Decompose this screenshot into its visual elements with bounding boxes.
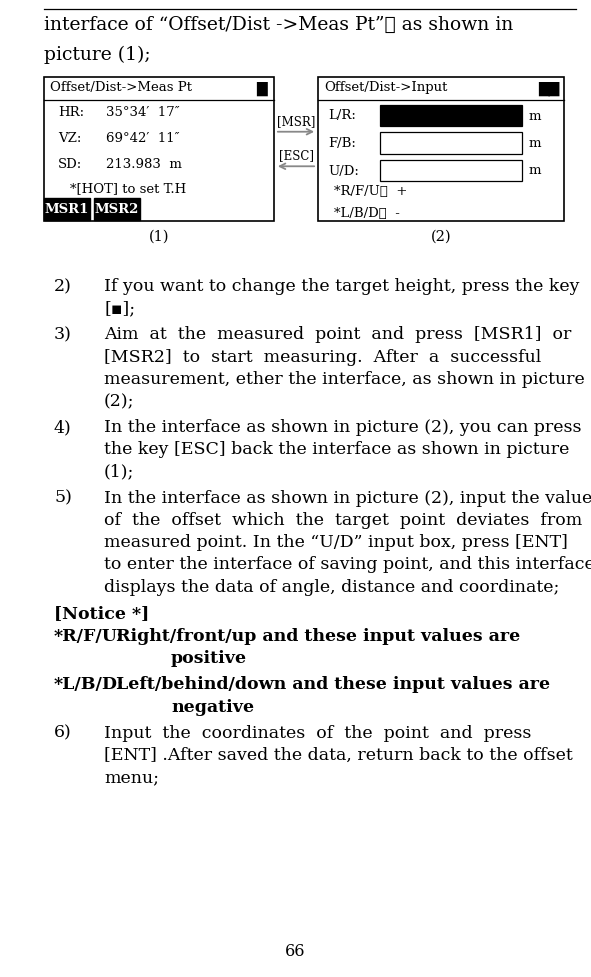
Text: VZ:: VZ:: [58, 132, 82, 145]
Text: █: █: [256, 82, 267, 96]
Bar: [380, 160, 522, 182]
Text: *R/F/U:: *R/F/U:: [54, 627, 124, 645]
Text: Aim  at  the  measured  point  and  press  [MSR1]  or: Aim at the measured point and press [MSR…: [104, 326, 571, 343]
Text: (2): (2): [431, 230, 452, 243]
Text: 5): 5): [54, 489, 72, 506]
Bar: [94, 198, 140, 221]
Text: In the interface as shown in picture (2), you can press: In the interface as shown in picture (2)…: [104, 419, 582, 436]
Text: 2): 2): [54, 277, 72, 295]
Text: [MSR]: [MSR]: [277, 114, 315, 128]
Text: MSR1: MSR1: [45, 203, 89, 216]
Text: *[HOT] to set T.H: *[HOT] to set T.H: [70, 182, 186, 194]
Text: Offset/Dist->Meas Pt: Offset/Dist->Meas Pt: [50, 81, 192, 95]
Text: 66: 66: [285, 942, 306, 959]
Text: [Notice *]: [Notice *]: [54, 604, 150, 621]
Text: *R/F/U：  +: *R/F/U： +: [334, 185, 407, 197]
Text: 35°34′  17″: 35°34′ 17″: [106, 106, 180, 119]
Text: negative: negative: [171, 698, 254, 715]
Text: of  the  offset  which  the  target  point  deviates  from: of the offset which the target point dev…: [104, 512, 582, 529]
Text: (1): (1): [149, 230, 169, 243]
Text: 213.983  m: 213.983 m: [106, 157, 182, 170]
Text: F/B:: F/B:: [328, 137, 356, 149]
Text: displays the data of angle, distance and coordinate;: displays the data of angle, distance and…: [104, 578, 559, 595]
Text: If you want to change the target height, press the key: If you want to change the target height,…: [104, 277, 580, 295]
Text: [ENT] .After saved the data, return back to the offset: [ENT] .After saved the data, return back…: [104, 746, 573, 763]
Text: ██: ██: [538, 82, 559, 96]
Text: Left/behind/down and these input values are: Left/behind/down and these input values …: [116, 676, 550, 693]
Text: the key [ESC] back the interface as shown in picture: the key [ESC] back the interface as show…: [104, 441, 569, 458]
Text: HR:: HR:: [58, 106, 84, 119]
Text: L/R:: L/R:: [328, 109, 356, 122]
Bar: [380, 106, 522, 127]
Text: Offset/Dist->Input: Offset/Dist->Input: [324, 81, 447, 95]
Text: Right/front/up and these input values are: Right/front/up and these input values ar…: [116, 627, 520, 645]
Bar: [380, 133, 522, 154]
Text: 4): 4): [54, 419, 72, 436]
Text: (1);: (1);: [104, 463, 134, 480]
Text: U/D:: U/D:: [328, 164, 359, 177]
Text: [▪];: [▪];: [104, 300, 135, 317]
Text: menu;: menu;: [104, 769, 159, 786]
Text: m: m: [529, 164, 541, 177]
Bar: [44, 198, 90, 221]
Text: interface of “Offset/Dist ->Meas Pt”， as shown in: interface of “Offset/Dist ->Meas Pt”， as…: [44, 16, 513, 34]
Text: *L/B/D：  -: *L/B/D： -: [334, 207, 400, 220]
Text: MSR2: MSR2: [95, 203, 139, 216]
Text: [ESC]: [ESC]: [278, 149, 313, 162]
Text: [MSR2]  to  start  measuring.  After  a  successful: [MSR2] to start measuring. After a succe…: [104, 348, 541, 365]
Text: 6): 6): [54, 724, 72, 741]
Text: measurement, ether the interface, as shown in picture: measurement, ether the interface, as sho…: [104, 370, 584, 388]
Text: In the interface as shown in picture (2), input the value: In the interface as shown in picture (2)…: [104, 489, 591, 506]
Bar: [318, 78, 564, 222]
Text: 69°42′  11″: 69°42′ 11″: [106, 132, 180, 145]
Text: m: m: [529, 137, 541, 149]
Text: positive: positive: [171, 650, 247, 666]
Bar: [44, 78, 274, 222]
Text: measured point. In the “U/D” input box, press [ENT]: measured point. In the “U/D” input box, …: [104, 533, 568, 551]
Text: (2);: (2);: [104, 393, 135, 409]
Text: picture (1);: picture (1);: [44, 46, 151, 64]
Text: to enter the interface of saving point, and this interface: to enter the interface of saving point, …: [104, 556, 591, 573]
Text: 3): 3): [54, 326, 72, 343]
Text: m: m: [529, 109, 541, 122]
Text: *L/B/D:: *L/B/D:: [54, 676, 125, 693]
Text: Input  the  coordinates  of  the  point  and  press: Input the coordinates of the point and p…: [104, 724, 531, 741]
Text: SD:: SD:: [58, 157, 82, 170]
